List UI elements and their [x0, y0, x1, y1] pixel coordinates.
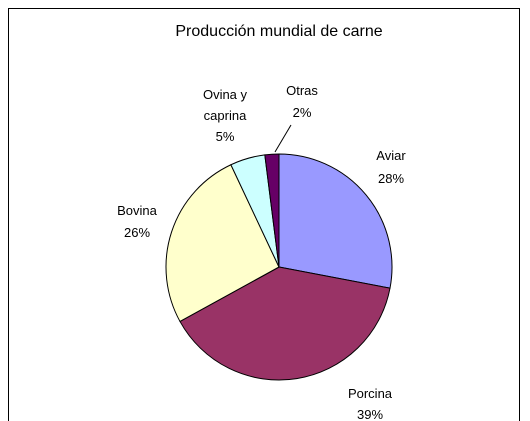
- slice-label: Otras: [286, 83, 318, 98]
- slice-label: Aviar: [376, 148, 406, 163]
- value-label: 2%: [293, 105, 312, 120]
- leader-line: [274, 124, 292, 153]
- chart-title: Producción mundial de carne: [175, 23, 382, 40]
- slice-label: Porcina: [348, 386, 393, 401]
- value-label: 5%: [216, 129, 235, 144]
- pie-slice: [278, 153, 393, 289]
- pie-slice: [264, 153, 280, 268]
- value-label: 26%: [124, 225, 150, 240]
- slice-label: Bovina: [117, 203, 158, 218]
- pie-slice: [179, 266, 391, 381]
- value-label: 39%: [357, 407, 383, 421]
- slice-label: Ovina y caprina: [203, 87, 248, 123]
- pie-slice: [165, 164, 280, 323]
- value-label: 28%: [378, 171, 404, 186]
